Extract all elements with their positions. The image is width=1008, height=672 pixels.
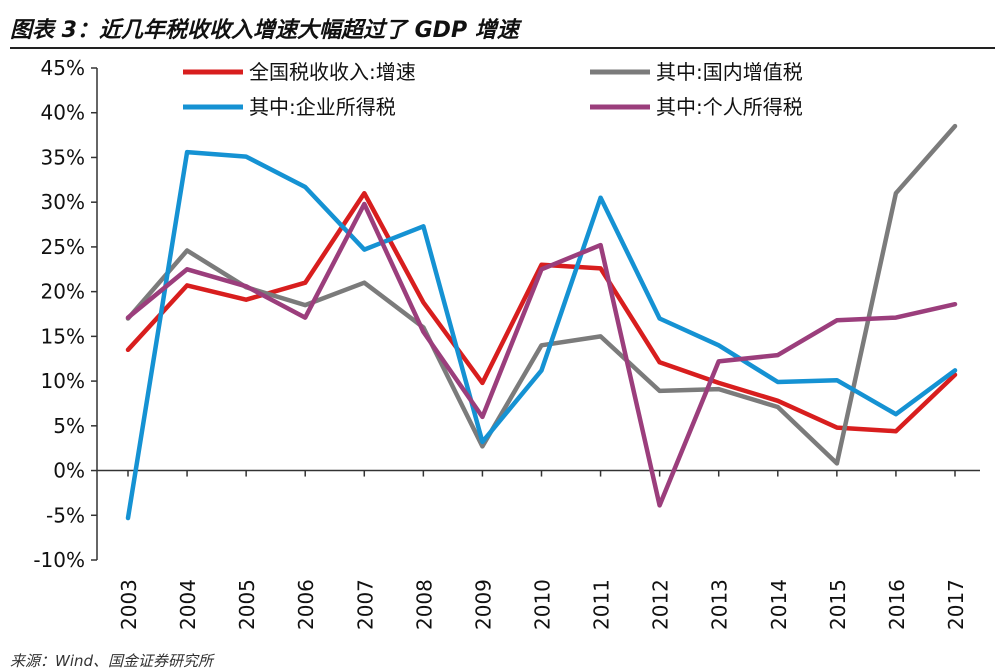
y-tick-label: 20% xyxy=(41,280,85,304)
x-tick-label: 2010 xyxy=(531,579,555,630)
x-tick-label: 2007 xyxy=(353,579,377,630)
y-tick-label: 10% xyxy=(41,369,85,393)
x-tick-label: 2013 xyxy=(708,579,732,630)
y-tick-label: 35% xyxy=(41,145,85,169)
y-tick-label: 30% xyxy=(41,190,85,214)
y-tick-label: -5% xyxy=(46,503,85,527)
x-tick-label: 2015 xyxy=(826,579,850,630)
chart-axes: -10% -5% 0% 5% 10% 15% 20% 25% 30% 35% 40% 45% 2003 2… xyxy=(33,56,980,630)
x-tick-label: 2011 xyxy=(590,579,614,630)
legend-label: 其中:国内增值税 xyxy=(656,60,803,84)
title-underline xyxy=(10,47,995,49)
y-tick-label: 5% xyxy=(53,414,85,438)
x-tick-label: 2014 xyxy=(767,579,791,630)
x-tick-label: 2006 xyxy=(294,579,318,630)
series-line-4 xyxy=(125,201,958,508)
x-tick-label: 2005 xyxy=(235,579,259,630)
series-line-2 xyxy=(125,123,958,466)
y-tick-label: 0% xyxy=(53,459,85,483)
x-tick-label: 2008 xyxy=(412,579,436,630)
x-tick-label: 2017 xyxy=(944,579,968,630)
x-tick-label: 2009 xyxy=(471,579,495,630)
x-tick-label: 2012 xyxy=(649,579,673,630)
legend-label: 其中:企业所得税 xyxy=(249,95,396,119)
legend-label: 全国税收收入:增速 xyxy=(249,60,416,84)
y-tick-label: 15% xyxy=(41,324,85,348)
x-tick-label: 2016 xyxy=(885,579,909,630)
series-line-3 xyxy=(125,149,958,521)
y-tick-label: -10% xyxy=(33,548,85,572)
source-note: 来源：Wind、国金证券研究所 xyxy=(10,652,214,670)
y-tick-label: 45% xyxy=(41,56,85,80)
y-tick-label: 40% xyxy=(41,101,85,125)
x-tick-label: 2003 xyxy=(117,579,141,630)
legend-label: 其中:个人所得税 xyxy=(656,95,803,119)
y-tick-label: 25% xyxy=(41,235,85,259)
figure-title: 图表 3：近几年税收收入增速大幅超过了 GDP 增速 xyxy=(10,18,519,43)
x-tick-label: 2004 xyxy=(176,579,200,630)
chart-series xyxy=(125,123,958,521)
series-line-1 xyxy=(125,190,958,434)
